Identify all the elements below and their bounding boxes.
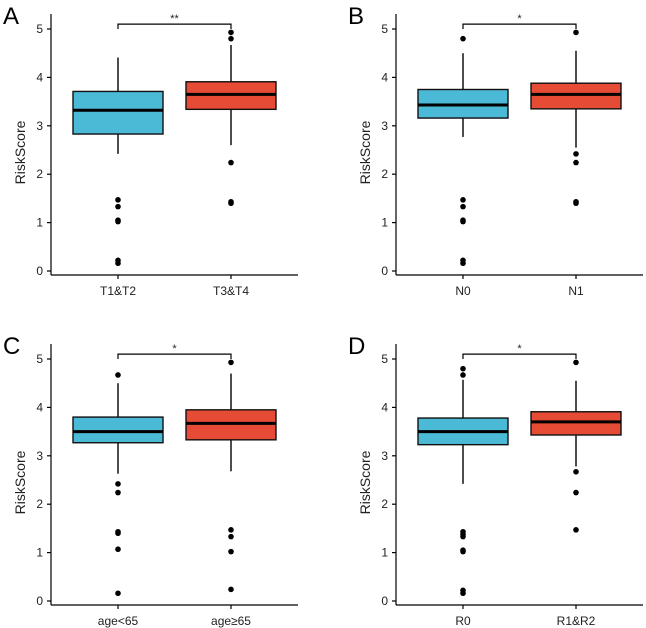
x-tick-label: age<65 xyxy=(98,614,139,628)
significance-bracket xyxy=(462,23,577,29)
y-tick-label: 5 xyxy=(381,352,388,366)
box-1 xyxy=(530,82,622,110)
outlier-point xyxy=(460,35,466,42)
significance-bracket xyxy=(462,353,577,359)
outlier-point xyxy=(115,530,121,537)
outlier-point xyxy=(460,548,466,555)
y-tick-label: 4 xyxy=(36,400,43,414)
outlier-point xyxy=(573,359,579,366)
outlier-point xyxy=(115,197,121,203)
y-tick-label: 5 xyxy=(36,352,43,366)
outlier-point xyxy=(115,372,121,378)
outlier-point xyxy=(228,359,234,366)
x-tick-label: age≥65 xyxy=(211,614,251,628)
outlier-point xyxy=(228,35,234,42)
outlier-point xyxy=(460,218,466,225)
box-0 xyxy=(72,90,164,135)
significance-bracket xyxy=(117,23,232,29)
panel-label: B xyxy=(348,3,364,30)
significance-label: * xyxy=(517,343,522,355)
outlier-point xyxy=(115,203,121,210)
significance-bracket xyxy=(117,353,232,359)
y-tick-label: 2 xyxy=(36,497,43,511)
panel-label: D xyxy=(348,333,365,360)
y-tick-label: 2 xyxy=(381,497,388,511)
outlier-point xyxy=(460,197,466,203)
outlier-point xyxy=(228,29,234,36)
x-tick-label: R1&R2 xyxy=(557,614,596,628)
x-tick-label: T3&T4 xyxy=(213,284,249,298)
y-tick-label: 1 xyxy=(381,216,388,230)
outlier-point xyxy=(115,260,121,267)
outlier-point xyxy=(573,468,579,475)
panel-c: C 0 1 2 3 4 5 RiskScore age<65 age≥65 * xyxy=(3,333,298,628)
x-tick-label: N0 xyxy=(455,284,471,298)
outlier-point xyxy=(573,29,579,36)
y-tick-label: 0 xyxy=(36,264,43,278)
outlier-point xyxy=(460,203,466,210)
outlier-point xyxy=(460,365,466,372)
y-tick-label: 2 xyxy=(381,167,388,181)
significance-label: * xyxy=(517,13,522,25)
outlier-point xyxy=(228,527,234,533)
outlier-point xyxy=(228,586,234,593)
y-tick-label: 2 xyxy=(36,167,43,181)
box-0 xyxy=(72,416,164,444)
y-tick-label: 0 xyxy=(36,594,43,608)
outlier-point xyxy=(573,489,579,496)
y-axis-label: RiskScore xyxy=(12,450,28,514)
y-tick-label: 5 xyxy=(36,22,43,36)
outlier-point xyxy=(115,481,121,487)
y-tick-label: 1 xyxy=(381,546,388,560)
outlier-point xyxy=(228,200,234,207)
outlier-point xyxy=(228,548,234,555)
y-tick-label: 0 xyxy=(381,264,388,278)
y-tick-label: 0 xyxy=(381,594,388,608)
outlier-point xyxy=(460,533,466,540)
panel-d: D 0 1 2 3 4 5 RiskScore R0 R1&R2 * xyxy=(348,333,643,628)
outlier-point xyxy=(115,546,121,553)
outlier-point xyxy=(228,533,234,540)
significance-label: * xyxy=(172,343,177,355)
y-tick-label: 5 xyxy=(381,22,388,36)
outlier-point xyxy=(573,151,579,157)
y-tick-label: 4 xyxy=(381,400,388,414)
outlier-point xyxy=(460,372,466,378)
panel-label: A xyxy=(3,3,19,30)
outlier-point xyxy=(460,260,466,267)
y-tick-label: 4 xyxy=(36,70,43,84)
y-tick-label: 3 xyxy=(381,119,388,133)
x-tick-label: T1&T2 xyxy=(100,284,136,298)
outlier-point xyxy=(573,527,579,533)
outlier-point xyxy=(115,489,121,496)
y-tick-label: 1 xyxy=(36,216,43,230)
significance-label: ** xyxy=(170,13,179,25)
outlier-point xyxy=(115,590,121,597)
y-axis-label: RiskScore xyxy=(12,120,28,184)
outlier-point xyxy=(228,159,234,166)
outlier-point xyxy=(573,200,579,207)
y-axis-label: RiskScore xyxy=(357,120,373,184)
y-tick-label: 4 xyxy=(381,70,388,84)
outlier-point xyxy=(573,159,579,166)
y-axis-label: RiskScore xyxy=(357,450,373,514)
y-tick-label: 1 xyxy=(36,546,43,560)
x-tick-label: N1 xyxy=(568,284,584,298)
y-tick-label: 3 xyxy=(36,119,43,133)
panel-b: B 0 1 2 3 4 5 RiskScore N0 N1 * xyxy=(348,3,643,298)
x-tick-label: R0 xyxy=(455,614,471,628)
outlier-point xyxy=(460,590,466,597)
y-tick-label: 3 xyxy=(36,449,43,463)
outlier-point xyxy=(115,218,121,225)
panel-a: A 0 1 2 3 4 5 RiskScore T1&T2 T3&T4 ** xyxy=(3,3,298,298)
panel-label: C xyxy=(3,333,20,360)
y-tick-label: 3 xyxy=(381,449,388,463)
